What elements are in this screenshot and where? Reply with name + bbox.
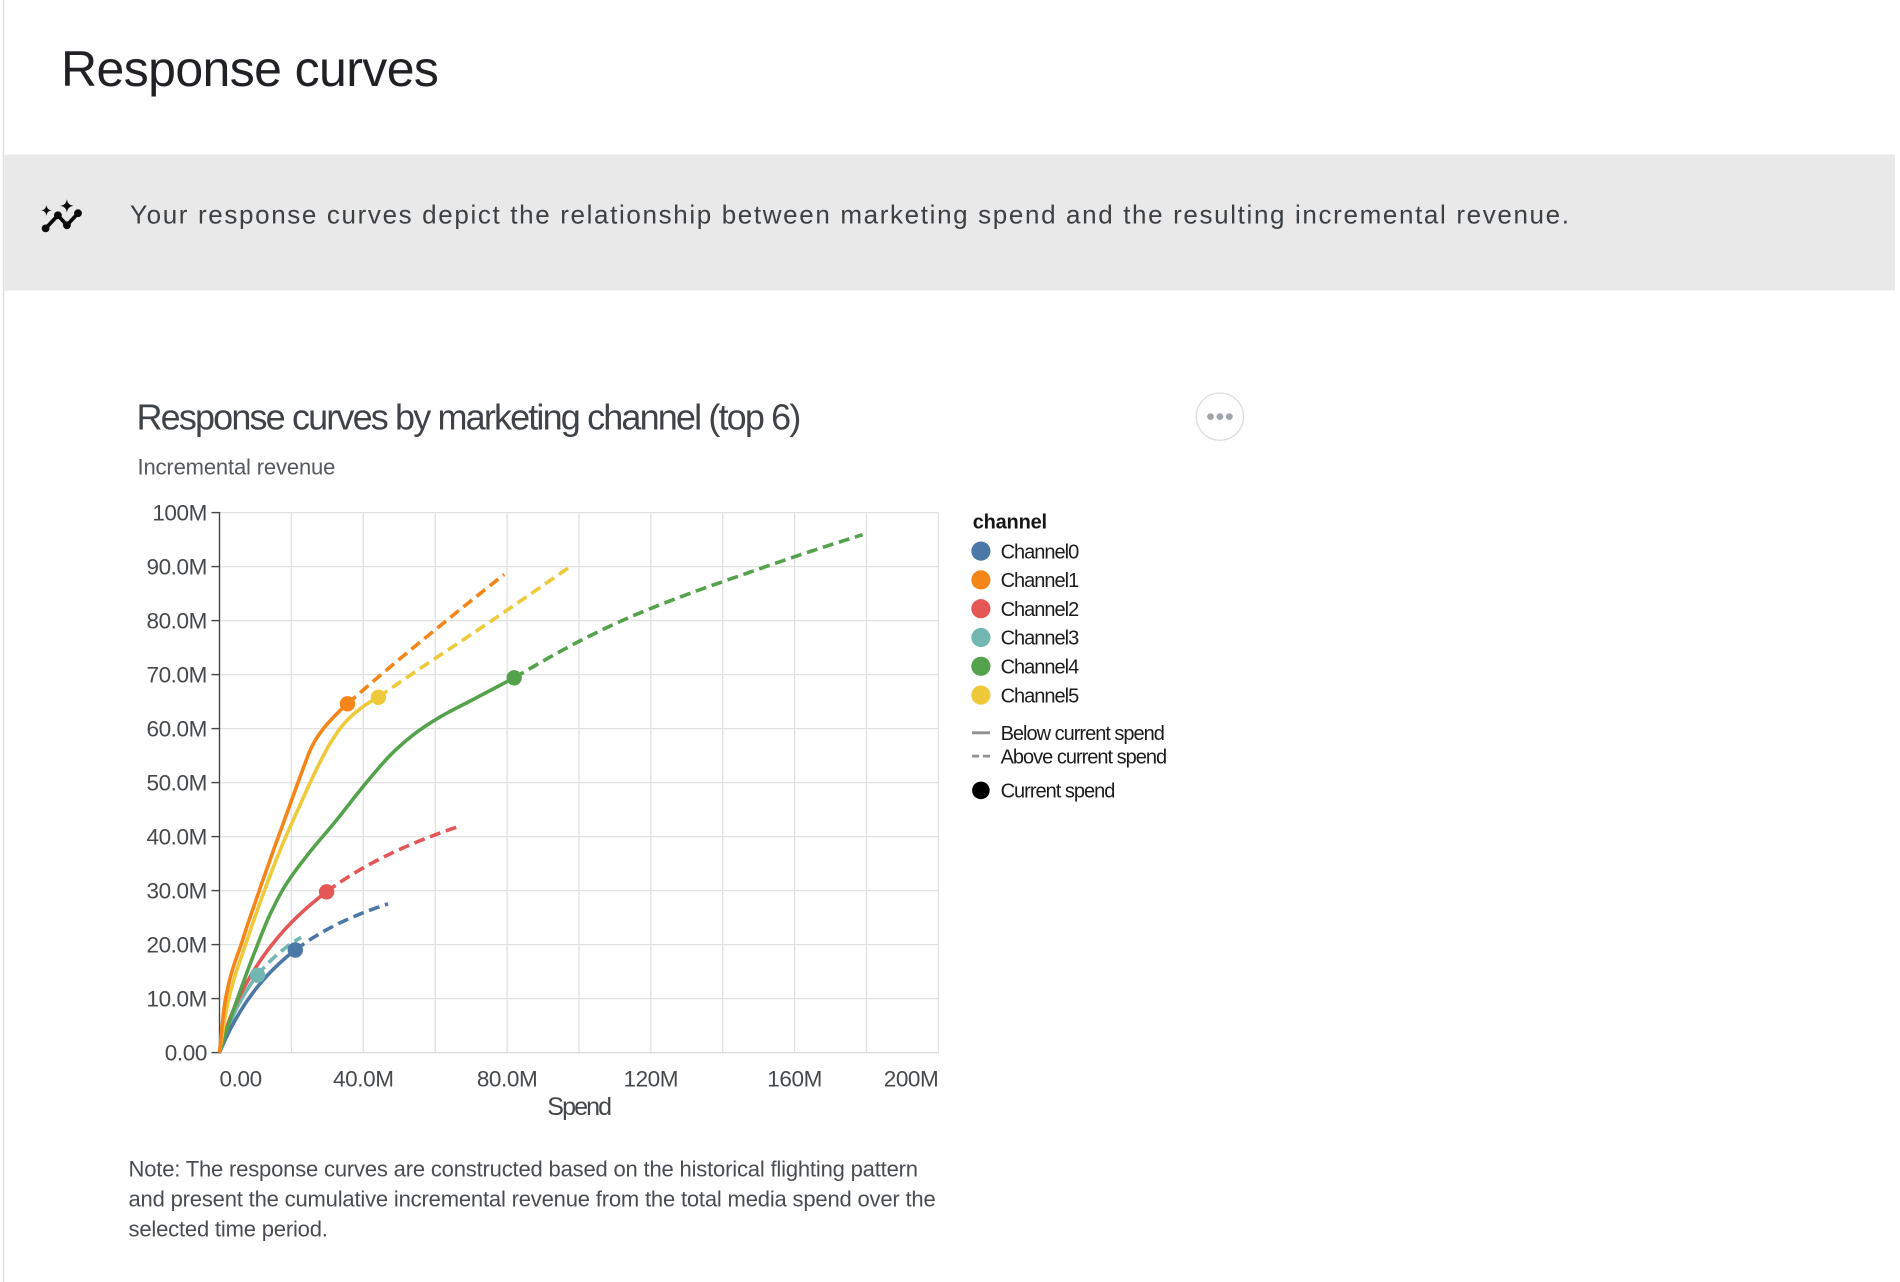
svg-text:40.0M: 40.0M: [333, 1067, 394, 1092]
svg-text:Channel3: Channel3: [1001, 628, 1080, 650]
svg-text:60.0M: 60.0M: [146, 717, 207, 742]
svg-text:Response curves: Response curves: [61, 41, 438, 97]
svg-text:0.00: 0.00: [220, 1067, 262, 1092]
svg-text:channel: channel: [973, 512, 1047, 534]
svg-text:selected time period.: selected time period.: [129, 1217, 328, 1242]
svg-text:70.0M: 70.0M: [146, 663, 207, 688]
svg-text:50.0M: 50.0M: [146, 771, 207, 796]
svg-text:Above current spend: Above current spend: [1001, 746, 1167, 768]
svg-text:Channel5: Channel5: [1001, 685, 1080, 707]
svg-text:Channel2: Channel2: [1001, 599, 1080, 621]
svg-text:Incremental revenue: Incremental revenue: [138, 454, 336, 479]
svg-text:0.00: 0.00: [165, 1041, 207, 1066]
svg-text:120M: 120M: [623, 1067, 678, 1092]
svg-text:Spend: Spend: [547, 1093, 611, 1121]
svg-text:Response curves by marketing c: Response curves by marketing channel (to…: [137, 397, 800, 438]
svg-text:90.0M: 90.0M: [146, 555, 207, 580]
svg-text:Below current spend: Below current spend: [1001, 723, 1164, 745]
svg-text:160M: 160M: [767, 1067, 822, 1092]
svg-text:40.0M: 40.0M: [146, 825, 207, 850]
svg-text:80.0M: 80.0M: [146, 609, 207, 634]
svg-text:200M: 200M: [884, 1067, 939, 1092]
svg-text:Current spend: Current spend: [1001, 781, 1115, 803]
svg-text:Channel0: Channel0: [1001, 541, 1080, 563]
svg-text:and present the cumulative inc: and present the cumulative incremental r…: [129, 1187, 936, 1212]
svg-text:100M: 100M: [152, 501, 207, 526]
svg-text:Your response curves depict th: Your response curves depict the relation…: [130, 200, 1571, 230]
svg-text:80.0M: 80.0M: [477, 1067, 538, 1092]
svg-text:Note: The response curves are: Note: The response curves are constructe…: [129, 1157, 918, 1182]
svg-text:Channel1: Channel1: [1001, 570, 1080, 592]
svg-text:20.0M: 20.0M: [146, 933, 207, 958]
svg-text:10.0M: 10.0M: [146, 987, 207, 1012]
svg-text:Channel4: Channel4: [1001, 657, 1080, 679]
svg-text:30.0M: 30.0M: [146, 879, 207, 904]
